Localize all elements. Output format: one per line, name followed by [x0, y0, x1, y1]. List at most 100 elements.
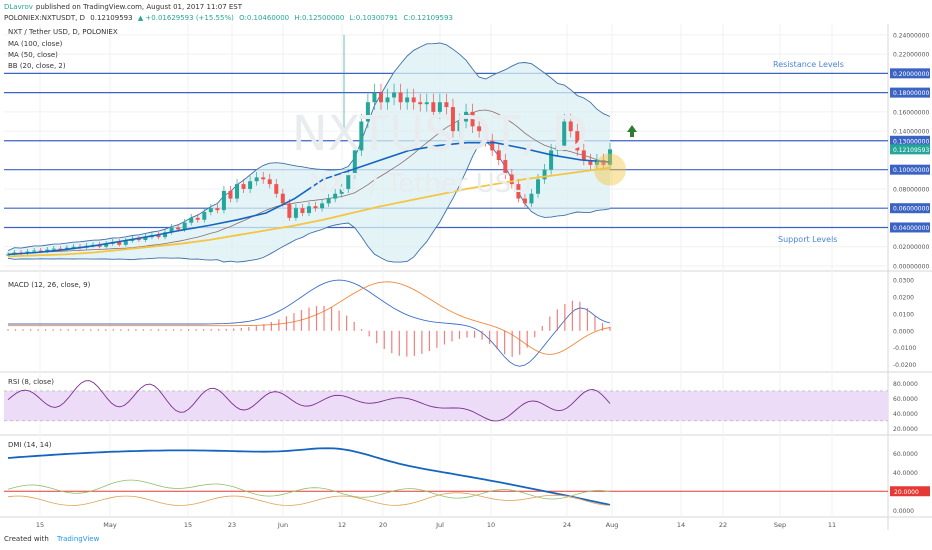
x-tick-label: 20: [379, 521, 387, 529]
candle-body: [562, 121, 567, 146]
x-tick-label: Jun: [277, 521, 288, 529]
rsi-tick-label: 20.0000: [893, 426, 918, 433]
x-tick-label: 24: [563, 521, 571, 529]
candle-body: [385, 97, 390, 103]
candle-body: [51, 248, 56, 250]
candle-body: [601, 160, 606, 165]
dmi-tick-label: 40.0000: [893, 470, 918, 477]
candle-body: [169, 227, 174, 233]
candle-body: [176, 227, 181, 230]
candle-body: [58, 248, 63, 250]
candle-body: [293, 208, 298, 218]
dmi-tick-label: 0.0000: [893, 508, 914, 515]
rsi-legend[interactable]: RSI (8, close): [8, 378, 54, 386]
x-tick-label: May: [103, 521, 117, 529]
candle-body: [235, 184, 240, 199]
macd-tick-label: 0.0200: [893, 294, 914, 301]
bb-upper-line: [7, 42, 611, 252]
candle-body: [365, 102, 370, 122]
price-tick-label: 0.14000000: [893, 129, 929, 136]
ohlc-line: POLONIEX:NXTUSDT, D 0.12109593 ▲ +0.0162…: [4, 14, 456, 22]
tradingview-logo-link[interactable]: TradingView: [57, 535, 100, 543]
candle-body: [555, 145, 560, 151]
level-price-tag: [890, 68, 930, 79]
rsi-band: [4, 390, 888, 421]
candle-body: [274, 184, 279, 194]
candle-body: [378, 92, 383, 103]
rsi-tick-label: 60.0000: [893, 396, 918, 403]
created-with-text: Created with: [4, 535, 49, 543]
candle-body: [38, 250, 43, 252]
price-tick-label: 0.16000000: [893, 109, 929, 116]
dmi-legend[interactable]: DMI (14, 14): [8, 441, 52, 449]
macd-legend[interactable]: MACD (12, 26, close, 9): [8, 281, 91, 289]
published-text: published on TradingView.com, August 01,…: [35, 3, 243, 11]
level-price-tag: [890, 164, 930, 175]
price-tick-label: 0.08000000: [893, 186, 929, 193]
support-label: Support Levels: [778, 235, 837, 244]
candle-body: [215, 208, 220, 211]
candle-body: [490, 140, 495, 151]
candle-body: [424, 102, 429, 105]
ma100-legend[interactable]: MA (100, close): [8, 40, 63, 48]
x-tick-label: Jul: [435, 521, 444, 529]
candle-body: [208, 208, 213, 213]
x-tick-label: Sep: [774, 521, 786, 529]
candle-body: [189, 217, 194, 223]
candle-body: [437, 102, 442, 112]
candle-body: [372, 92, 377, 103]
main-series-legend: NXT / Tether USD, D, POLONIEX: [8, 28, 118, 36]
symbol-text: POLONIEX:NXTUSDT, D: [4, 14, 86, 22]
price-tick-label: 0.22000000: [893, 52, 929, 59]
price-tick-label: 0.04000000: [893, 225, 929, 232]
candle-body: [136, 239, 141, 241]
candle-body: [163, 232, 168, 238]
candle-body: [182, 222, 187, 230]
candle-body: [411, 97, 416, 103]
candle-body: [280, 193, 285, 204]
candle-body: [418, 102, 423, 105]
open-value: O:0.10460000: [239, 14, 290, 22]
publish-line: DLavrov published on TradingView.com, Aug…: [4, 3, 245, 11]
candle-body: [568, 121, 573, 132]
candle-body: [261, 177, 266, 180]
candle-body: [241, 184, 246, 189]
candle-body: [444, 102, 449, 108]
candle-body: [300, 208, 305, 214]
level-price-tag: [890, 87, 930, 98]
footer: Created with TradingView: [4, 535, 99, 543]
bb-lower-line: [7, 140, 611, 263]
ma50-legend[interactable]: MA (50, close): [8, 51, 58, 59]
candle-body: [339, 188, 344, 194]
candle-body: [307, 206, 311, 214]
candle-body: [32, 250, 37, 252]
candle-body: [333, 193, 338, 199]
candle-body: [464, 111, 469, 122]
x-tick-label: 12: [338, 521, 346, 529]
candle-body: [392, 92, 397, 98]
level-price-tag: [890, 203, 930, 214]
candle-body: [431, 102, 436, 112]
price-tick-label: 0.18000000: [893, 90, 929, 97]
bb-basis-line: [7, 109, 611, 255]
candle-body: [588, 160, 593, 165]
price-tick-label: 0.13000000: [893, 138, 929, 145]
candle-body: [536, 179, 541, 194]
candle-body: [608, 149, 612, 165]
price-tick-label: 0.10000000: [893, 167, 929, 174]
level-price-tag: [890, 135, 930, 146]
bb-legend[interactable]: BB (20, close, 2): [8, 62, 66, 70]
price-tick-label: 0.00000000: [893, 264, 929, 271]
x-tick-label: Aug: [606, 521, 619, 529]
candle-body: [496, 150, 501, 161]
x-tick-label: 22: [719, 521, 727, 529]
dmi-tick-label: 60.0000: [893, 451, 918, 458]
price-tick-label: 0.02000000: [893, 244, 929, 251]
author-link[interactable]: DLavrov: [4, 3, 33, 11]
x-tick-label: 11: [828, 521, 836, 529]
candle-body: [516, 184, 521, 199]
ma100-line: [7, 166, 611, 258]
price-tick-label: 0.12109593: [893, 147, 929, 154]
candle-body: [104, 243, 109, 247]
